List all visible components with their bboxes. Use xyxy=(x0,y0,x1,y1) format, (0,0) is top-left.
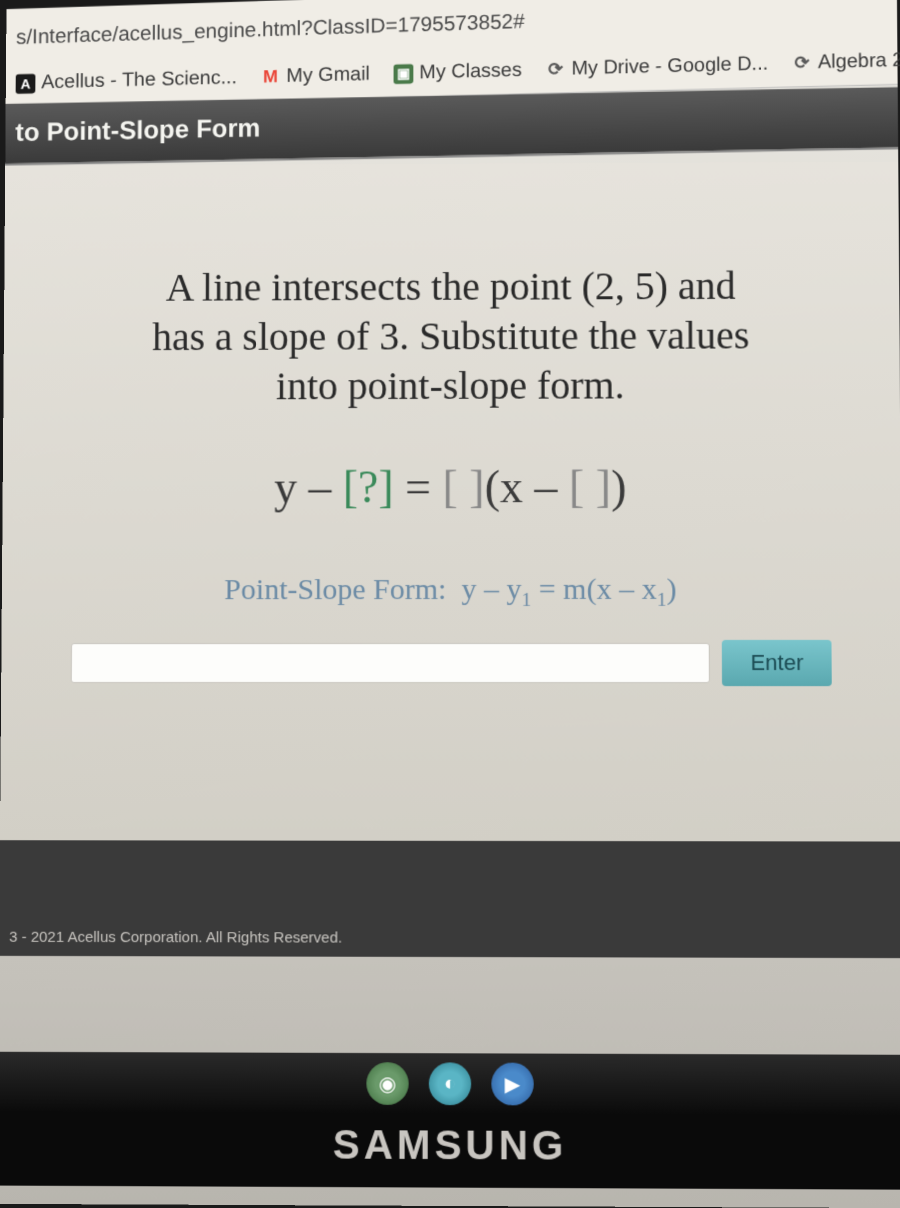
enter-button[interactable]: Enter xyxy=(722,640,832,686)
bookmark-drive[interactable]: ⟳ My Drive - Google D... xyxy=(546,53,769,81)
bookmark-algebra[interactable]: ⟳ Algebra 2 xyxy=(792,49,900,75)
formula-sub1: 1 xyxy=(521,590,531,611)
bookmark-label: My Drive - Google D... xyxy=(571,53,768,81)
eq-mid: = xyxy=(394,461,443,512)
url-text: s/Interface/acellus_engine.html?ClassID=… xyxy=(16,10,525,49)
taskbar-icon-1[interactable]: ◉ xyxy=(366,1062,408,1105)
bookmark-label: Acellus - The Scienc... xyxy=(41,67,237,95)
problem-line3: into point-slope form. xyxy=(276,363,625,409)
taskbar-icon-3[interactable]: ▶ xyxy=(491,1063,533,1106)
eq-prefix: y – xyxy=(274,462,343,513)
taskbar: ◉ ◐ ▶ xyxy=(0,1052,900,1116)
taskbar-icon-2[interactable]: ◐ xyxy=(429,1062,471,1105)
answer-row: Enter xyxy=(71,640,832,686)
classes-icon: ▣ xyxy=(394,63,414,83)
bookmark-gmail[interactable]: M My Gmail xyxy=(261,63,370,88)
problem-text: A line intersects the point (2, 5) and h… xyxy=(43,261,860,412)
screen: s/Interface/acellus_engine.html?ClassID=… xyxy=(0,4,900,1208)
algebra-icon: ⟳ xyxy=(792,53,812,73)
bookmark-acellus[interactable]: A Acellus - The Scienc... xyxy=(16,67,237,95)
bookmark-label: My Classes xyxy=(419,59,521,84)
acellus-icon: A xyxy=(16,73,36,93)
formula-name: Point-Slope Form: xyxy=(224,573,446,606)
bookmark-label: Algebra 2 xyxy=(818,49,900,74)
drive-icon: ⟳ xyxy=(546,59,566,79)
problem-line2: has a slope of 3. Substitute the values xyxy=(152,313,749,359)
answer-input[interactable] xyxy=(71,643,711,683)
blank-active[interactable]: [?] xyxy=(343,462,394,513)
formula-label: Point-Slope Form: y – y1 = m(x – x1) xyxy=(41,573,861,613)
lesson-title: to Point-Slope Form xyxy=(15,113,260,147)
bookmark-label: My Gmail xyxy=(286,63,370,88)
brand-text: SAMSUNG xyxy=(333,1123,568,1169)
eq-paren-open: (x – xyxy=(485,461,569,512)
eq-paren-close: ) xyxy=(611,461,626,512)
blank-slope[interactable]: [ ] xyxy=(443,461,485,512)
equation: y – [?] = [ ](x – [ ]) xyxy=(42,460,861,514)
blank-x1[interactable]: [ ] xyxy=(569,461,611,512)
formula-expr-end: ) xyxy=(666,573,676,606)
content-area: A line intersects the point (2, 5) and h… xyxy=(0,162,900,842)
formula-expr-prefix: y – y xyxy=(461,573,521,606)
formula-sub2: 1 xyxy=(657,590,667,611)
copyright-text: 3 - 2021 Acellus Corporation. All Rights… xyxy=(9,929,342,947)
device-brand: SAMSUNG xyxy=(0,1111,900,1189)
copyright: 3 - 2021 Acellus Corporation. All Rights… xyxy=(0,838,900,958)
gmail-icon: M xyxy=(261,67,281,87)
bookmark-classes[interactable]: ▣ My Classes xyxy=(394,59,522,85)
problem-line1: A line intersects the point (2, 5) and xyxy=(166,263,736,309)
formula-expr-mid: = m(x – x xyxy=(531,573,657,606)
